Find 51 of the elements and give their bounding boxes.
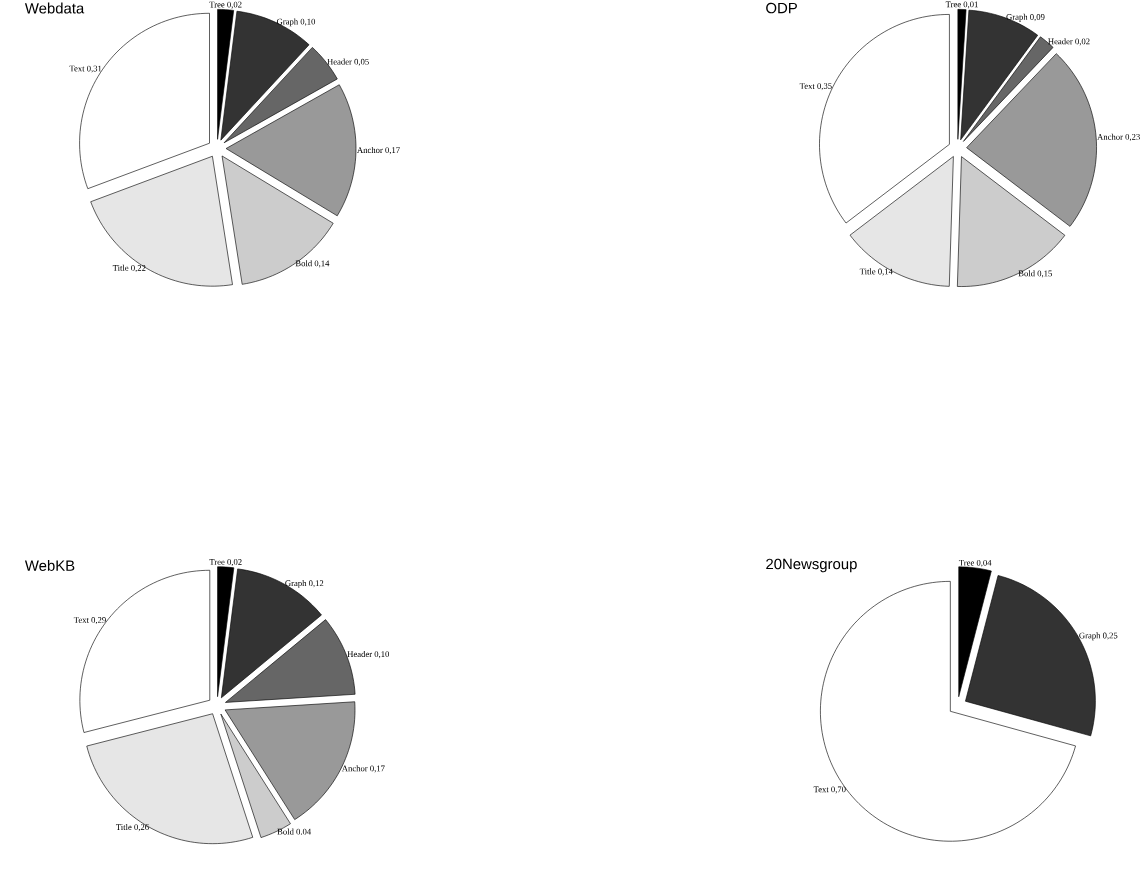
data-label: 0,15 <box>1037 270 1052 278</box>
slice-label: Header <box>347 651 373 658</box>
slice-label: Bold <box>295 260 313 267</box>
slice-label: Anchor <box>357 147 383 154</box>
data-label: 0,04 <box>976 560 992 568</box>
chart-title: 20Newsgroup <box>766 558 857 573</box>
data-label: 0,02 <box>227 1 242 9</box>
slice-label: Header <box>327 58 352 65</box>
data-label: 0,10 <box>374 651 390 659</box>
slice-label: Tree <box>209 1 225 8</box>
slice-label: Title <box>115 824 132 831</box>
data-label: 0.04 <box>296 828 312 835</box>
slice-label: Text <box>73 617 89 624</box>
data-label: 0,05 <box>354 58 369 67</box>
slice-label: Header <box>1048 38 1073 45</box>
slice-label: Text <box>813 786 829 793</box>
slice-label: Tree <box>945 1 961 8</box>
data-label: 0,26 <box>134 824 149 832</box>
data-label: 0,29 <box>91 617 106 625</box>
data-label: 0,17 <box>370 765 385 773</box>
slice-label: Graph <box>1079 632 1101 641</box>
data-label: 0,10 <box>300 18 316 26</box>
data-label: 0,09 <box>1030 14 1045 22</box>
slice-label: Text <box>69 65 85 72</box>
data-label: 0,31 <box>87 65 102 73</box>
slice-label: Title <box>859 268 876 275</box>
slice-label: Title <box>112 264 129 272</box>
slice-label: Tree <box>209 559 225 566</box>
data-label: 0,14 <box>314 260 330 268</box>
slice-label: Graph <box>285 580 307 589</box>
data-label: 0,01 <box>963 1 978 9</box>
data-label: 0,35 <box>817 83 832 91</box>
slice-label: Bold <box>277 828 294 835</box>
data-label: 0,17 <box>385 147 400 155</box>
chart-title: Webdata <box>24 2 85 14</box>
data-label: 0,22 <box>131 265 146 273</box>
data-label: 0,14 <box>878 268 893 276</box>
chart-title: ODP <box>766 2 797 14</box>
data-label: 0,25 <box>1102 632 1118 640</box>
data-label: 0,12 <box>308 580 324 588</box>
slice-label: Tree <box>958 560 974 566</box>
slice-label: Anchor <box>341 765 368 772</box>
data-label: 0,02 <box>1075 38 1090 46</box>
slice-label: Graph <box>1006 14 1028 22</box>
slice-label: Bold <box>1018 270 1035 277</box>
slice-label: Text <box>799 83 815 90</box>
data-label: 0,23 <box>1125 134 1140 142</box>
chart-title: WebKB <box>24 560 75 572</box>
data-label: 0,02 <box>227 559 242 567</box>
slice-label: Anchor <box>1097 133 1123 140</box>
data-label: 0,70 <box>831 786 846 794</box>
